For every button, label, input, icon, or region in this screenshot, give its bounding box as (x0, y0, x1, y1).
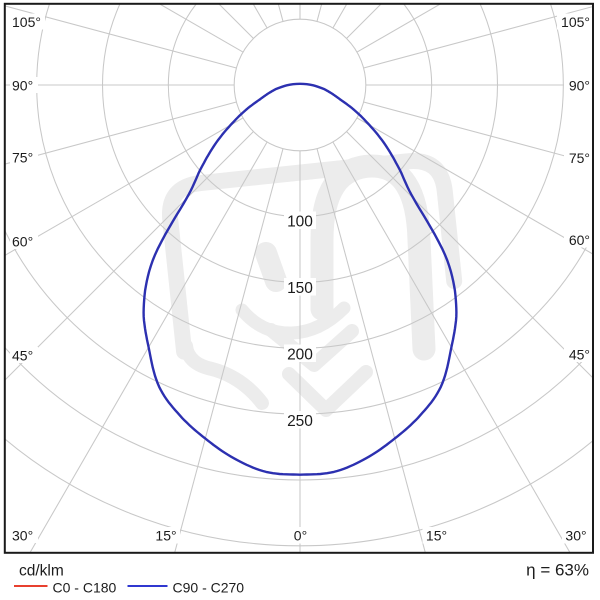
svg-text:105°: 105° (561, 14, 590, 30)
svg-text:60°: 60° (12, 234, 33, 250)
svg-text:30°: 30° (565, 528, 586, 544)
svg-text:90°: 90° (569, 78, 590, 94)
svg-text:75°: 75° (12, 150, 33, 166)
svg-text:15°: 15° (155, 528, 176, 544)
svg-text:105°: 105° (12, 14, 41, 30)
svg-text:100: 100 (287, 214, 313, 231)
svg-text:75°: 75° (569, 150, 590, 166)
svg-text:45°: 45° (569, 347, 590, 363)
svg-text:cd/klm: cd/klm (19, 563, 64, 580)
svg-text:250: 250 (287, 413, 313, 430)
svg-text:0°: 0° (294, 528, 307, 544)
svg-text:C0 - C180: C0 - C180 (53, 580, 117, 596)
svg-text:η = 63%: η = 63% (526, 561, 589, 580)
svg-text:C90 - C270: C90 - C270 (173, 580, 245, 596)
svg-text:200: 200 (287, 347, 313, 364)
svg-text:60°: 60° (569, 232, 590, 248)
svg-text:15°: 15° (426, 528, 447, 544)
svg-text:90°: 90° (12, 78, 33, 94)
svg-text:45°: 45° (12, 348, 33, 364)
svg-text:30°: 30° (12, 528, 33, 544)
svg-text:150: 150 (287, 280, 313, 297)
